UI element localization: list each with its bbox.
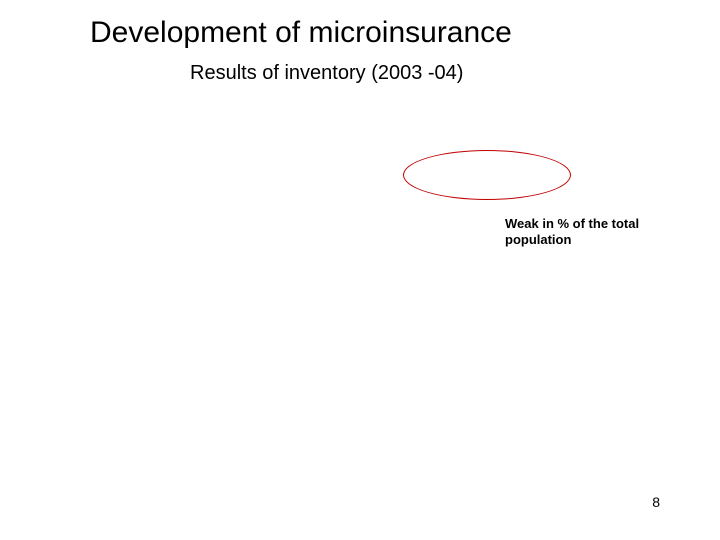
slide-subtitle: Results of inventory (2003 -04) (190, 62, 463, 85)
annotation-line1: Weak in % of the total (505, 216, 639, 231)
annotation-line2: population (505, 232, 571, 247)
highlight-oval (403, 150, 571, 200)
slide-container: Development of microinsurance Results of… (0, 0, 720, 540)
page-number: 8 (652, 494, 660, 510)
annotation-text: Weak in % of the total population (505, 216, 639, 249)
slide-title: Development of microinsurance (90, 16, 512, 50)
